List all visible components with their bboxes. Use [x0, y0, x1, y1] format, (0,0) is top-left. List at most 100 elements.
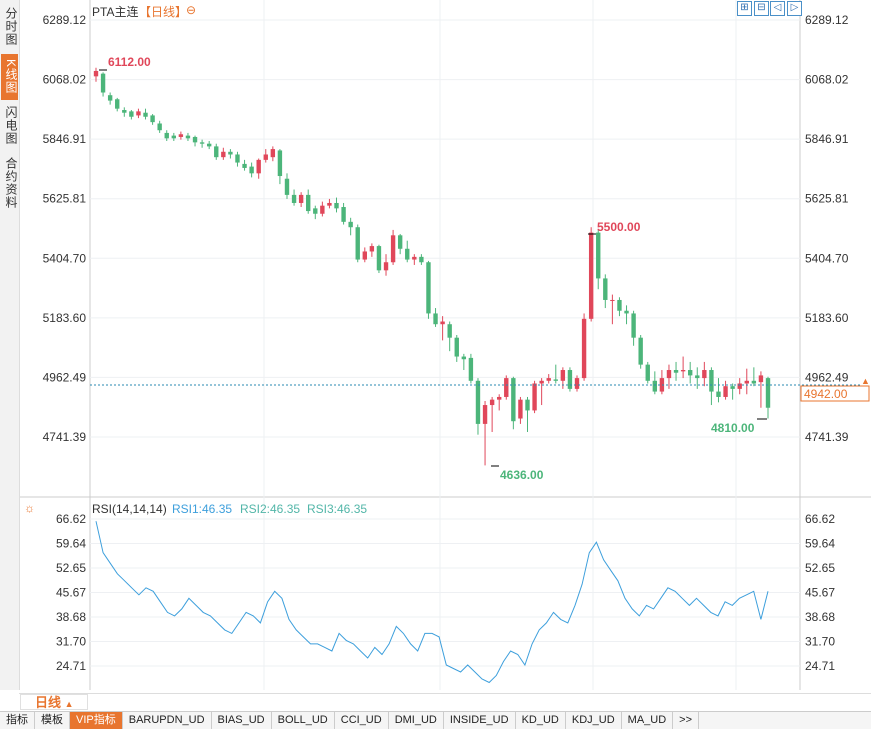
candle-body: [581, 318, 587, 379]
candle-body: [511, 378, 516, 422]
candle-body: [419, 256, 424, 263]
sidebar-tab-2[interactable]: 闪电图: [4, 105, 18, 145]
candle-body: [546, 378, 551, 381]
zoom-in-icon[interactable]: ⊞: [737, 1, 752, 16]
rsi3-label: RSI3:46.35: [307, 502, 367, 516]
price-tick-left: 4962.49: [43, 370, 87, 384]
indicator-tab-8[interactable]: INSIDE_UD: [444, 712, 516, 729]
rsi-title: RSI(14,14,14): [92, 502, 167, 516]
price-tick-right: 5404.70: [805, 251, 849, 265]
rsi-tick-left: 52.65: [56, 561, 86, 575]
candle-body: [390, 235, 396, 263]
price-tick-right: 5625.81: [805, 192, 849, 206]
candle-body: [723, 386, 728, 397]
candle-body: [412, 256, 417, 260]
candle-body: [256, 159, 261, 174]
candle-body: [178, 134, 184, 137]
indicator-tab-5[interactable]: BOLL_UD: [272, 712, 335, 729]
candle-body: [497, 396, 502, 400]
indicator-tab-1[interactable]: 模板: [35, 712, 70, 729]
zoom-out-icon[interactable]: ⊟: [754, 1, 769, 16]
indicator-tab-10[interactable]: KDJ_UD: [566, 712, 622, 729]
candle-body: [136, 111, 141, 116]
candle-body: [291, 194, 297, 203]
candle-body: [638, 337, 643, 365]
rsi-tick-left: 66.62: [56, 512, 86, 526]
period-label[interactable]: 【日线】: [139, 5, 188, 19]
sidebar: 分时图 K线图闪电图合约资料: [0, 0, 20, 690]
period-tab[interactable]: 日线 ▲: [20, 694, 88, 710]
candle-body: [334, 202, 339, 209]
candle-body: [617, 299, 622, 311]
candle-body: [709, 370, 714, 392]
candle-body: [214, 146, 219, 158]
candle-body: [249, 166, 254, 174]
low-annotation: 4636.00: [500, 468, 544, 482]
candle-body: [199, 142, 205, 144]
candle-body: [610, 299, 615, 301]
candle-body: [405, 248, 410, 260]
settings-icon[interactable]: ⊖: [186, 3, 197, 17]
scroll-left-icon[interactable]: ◁: [770, 1, 785, 16]
price-tick-left: 6068.02: [43, 73, 87, 87]
candle-body: [468, 357, 474, 381]
candle-body: [171, 135, 177, 139]
candle-body: [327, 202, 332, 206]
candle-body: [553, 379, 558, 381]
candle-body: [107, 95, 113, 101]
scroll-right-icon[interactable]: ▷: [787, 1, 802, 16]
sidebar-tab-3[interactable]: 合约资料: [4, 157, 18, 209]
rsi-tick-right: 24.71: [805, 659, 835, 673]
indicator-tab-9[interactable]: KD_UD: [516, 712, 566, 729]
candle-body: [532, 383, 537, 411]
candle-body: [567, 370, 573, 389]
indicator-tab-11[interactable]: MA_UD: [622, 712, 674, 729]
price-tick-right: 4741.39: [805, 430, 849, 444]
price-tick-left: 5846.91: [43, 132, 87, 146]
price-chart[interactable]: 6289.12 6289.12 6068.02 6068.02 5846.91 5846.…: [0, 0, 871, 710]
indicator-tab-3[interactable]: BARUPDN_UD: [123, 712, 212, 729]
candle-body: [737, 383, 742, 389]
candle-body: [744, 380, 749, 384]
indicator-tab-7[interactable]: DMI_UD: [389, 712, 444, 729]
candle-body: [758, 375, 764, 383]
candle-body: [751, 380, 757, 384]
indicator-tab-12[interactable]: >>: [673, 712, 700, 729]
candle-body: [221, 151, 226, 158]
candle-body: [341, 207, 346, 222]
candle-body: [150, 115, 155, 123]
candle-body: [298, 194, 304, 203]
last-price-box: [800, 385, 870, 402]
candle-body: [383, 262, 389, 271]
candle-body: [489, 399, 495, 406]
candle-body: [560, 370, 566, 381]
price-tick-left: 6289.12: [43, 13, 87, 27]
candle-body: [716, 391, 721, 397]
indicator-tab-0[interactable]: 指标: [0, 712, 35, 729]
rsi2-label: RSI2:46.35: [240, 502, 300, 516]
indicator-tab-4[interactable]: BIAS_UD: [212, 712, 272, 729]
high-annotation: 6112.00: [108, 55, 151, 69]
indicator-tab-6[interactable]: CCI_UD: [335, 712, 389, 729]
price-tick-left: 5625.81: [43, 192, 87, 206]
price-tick-right: 5183.60: [805, 311, 849, 325]
candle-body: [277, 150, 283, 177]
rsi-line: [95, 521, 769, 684]
rsi-tick-left: 45.67: [56, 585, 86, 599]
rsi-tick-right: 45.67: [805, 585, 835, 599]
price-tick-right: 4962.49: [805, 370, 849, 384]
price-tick-right: 5846.91: [805, 132, 849, 146]
candle-body: [687, 370, 693, 376]
sidebar-tab-1[interactable]: K线图: [1, 54, 18, 100]
candle-body: [461, 356, 467, 360]
price-tick-left: 5404.70: [43, 251, 87, 265]
candle-body: [440, 321, 445, 325]
candle-body: [454, 337, 459, 357]
peak-annotation: 5500.00: [597, 220, 641, 234]
indicator-tab-2[interactable]: VIP指标: [70, 712, 123, 729]
candle-body: [192, 136, 198, 143]
sidebar-tab-0[interactable]: 分时图: [4, 6, 18, 46]
candle-body: [596, 232, 601, 279]
price-tick-left: 5183.60: [43, 311, 87, 325]
candle-body: [702, 370, 707, 379]
